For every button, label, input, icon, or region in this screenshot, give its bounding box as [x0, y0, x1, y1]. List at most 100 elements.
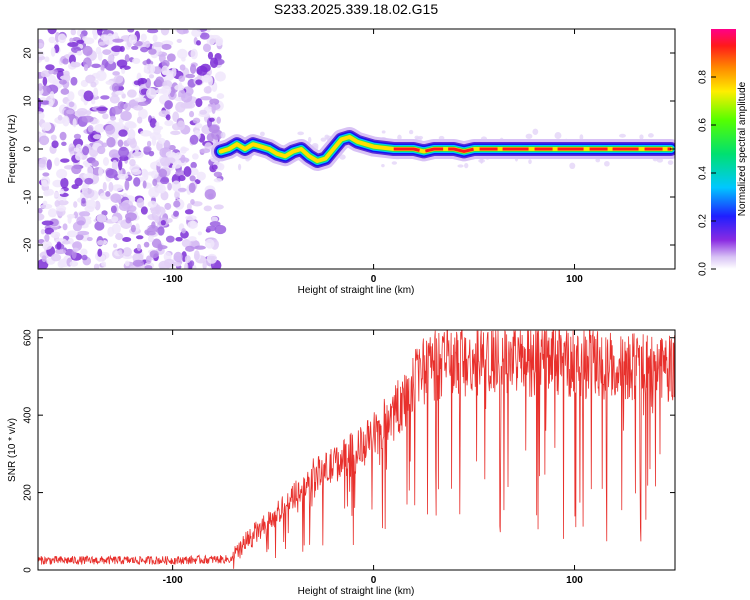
noise-blob	[131, 45, 139, 50]
noise-blob	[80, 248, 88, 256]
noise-blob	[137, 101, 149, 107]
noise-blob	[147, 235, 154, 243]
noise-blob	[50, 231, 61, 239]
noise-blob	[185, 245, 195, 252]
noise-blob	[42, 200, 48, 206]
noise-blob	[97, 29, 103, 36]
noise-blob	[149, 250, 159, 259]
noise-blob	[61, 240, 71, 245]
snr-chart: -100 0 100 0 200 400 600 Height of straight l…	[7, 329, 676, 597]
noise-blob	[92, 29, 98, 40]
noise-blob	[206, 225, 217, 232]
noise-blob	[209, 57, 219, 69]
noise-blob	[161, 43, 172, 50]
noise-blob	[124, 260, 130, 267]
noise-blob	[73, 133, 82, 140]
x-tick-label: -100	[163, 575, 183, 586]
snr-plot-area	[38, 330, 675, 569]
noise-blob	[76, 50, 83, 56]
noise-blob	[44, 233, 50, 242]
noise-blob	[183, 166, 192, 177]
noise-blob	[98, 41, 106, 46]
noise-speck	[619, 133, 626, 138]
spectrogram-y-axis: -20 -10 0 10 20	[23, 47, 675, 252]
noise-blob	[135, 235, 144, 240]
y-tick-label: -10	[23, 189, 34, 204]
noise-speck	[579, 134, 584, 141]
noise-blob	[157, 243, 163, 252]
noise-blob	[186, 203, 192, 211]
noise-blob	[38, 83, 43, 91]
noise-blob	[120, 110, 132, 121]
noise-blob	[147, 200, 158, 208]
noise-blob	[115, 90, 124, 95]
noise-blob	[98, 166, 104, 177]
noise-blob	[190, 48, 198, 60]
noise-blob	[105, 80, 114, 85]
noise-blob	[77, 230, 90, 236]
noise-blob	[38, 213, 45, 221]
noise-blob	[111, 82, 119, 93]
noise-blob	[153, 125, 161, 136]
noise-blob	[48, 69, 54, 75]
noise-blob	[174, 84, 185, 91]
noise-blob	[190, 199, 195, 205]
noise-blob	[54, 200, 61, 208]
noise-blob	[175, 170, 186, 177]
noise-blob	[164, 202, 172, 210]
noise-blob	[126, 136, 136, 145]
noise-blob	[184, 102, 196, 109]
noise-speck	[639, 134, 644, 140]
noise-blob	[95, 46, 102, 55]
noise-blob	[76, 39, 85, 44]
noise-blob	[164, 119, 174, 127]
noise-blob	[204, 188, 216, 200]
noise-blob	[143, 169, 149, 181]
noise-blob	[204, 142, 213, 151]
noise-blob	[91, 160, 99, 167]
noise-blob	[82, 146, 90, 156]
noise-blob	[113, 32, 119, 40]
noise-blob	[192, 117, 201, 124]
noise-blob	[148, 187, 160, 198]
noise-blob	[194, 245, 206, 250]
noise-blob	[146, 29, 159, 34]
noise-blob	[124, 179, 130, 191]
noise-blob	[166, 53, 176, 62]
noise-speck	[381, 130, 386, 134]
noise-blob	[58, 79, 67, 85]
noise-blob	[157, 137, 166, 144]
noise-blob	[111, 45, 123, 53]
noise-blob	[176, 120, 186, 131]
noise-blob	[146, 87, 157, 99]
noise-blob	[140, 130, 152, 137]
noise-blob	[86, 165, 94, 176]
noise-blob	[155, 204, 161, 215]
noise-blob	[100, 34, 110, 41]
noise-blob	[187, 220, 198, 229]
noise-blob	[115, 233, 124, 241]
noise-blob	[171, 163, 181, 169]
noise-blob	[69, 37, 74, 43]
noise-speck	[569, 162, 576, 170]
noise-speck	[408, 129, 414, 135]
colorbar-ticks: 0.0 0.2 0.4 0.6 0.8	[698, 70, 716, 276]
noise-blob	[196, 40, 201, 46]
noise-blob	[140, 206, 148, 215]
noise-blob	[151, 221, 156, 229]
noise-blob	[181, 238, 192, 248]
noise-blob	[44, 56, 50, 63]
noise-blob	[101, 142, 108, 148]
noise-blob	[148, 74, 155, 79]
noise-blob	[93, 87, 99, 98]
noise-blob	[92, 134, 102, 140]
noise-blob	[195, 98, 203, 108]
noise-blob	[111, 184, 124, 192]
noise-speck	[532, 128, 539, 135]
noise-speck	[339, 154, 346, 160]
noise-speck	[320, 137, 327, 142]
noise-blob	[173, 200, 181, 208]
noise-blob	[138, 108, 148, 120]
x-tick-label: 0	[371, 274, 377, 285]
